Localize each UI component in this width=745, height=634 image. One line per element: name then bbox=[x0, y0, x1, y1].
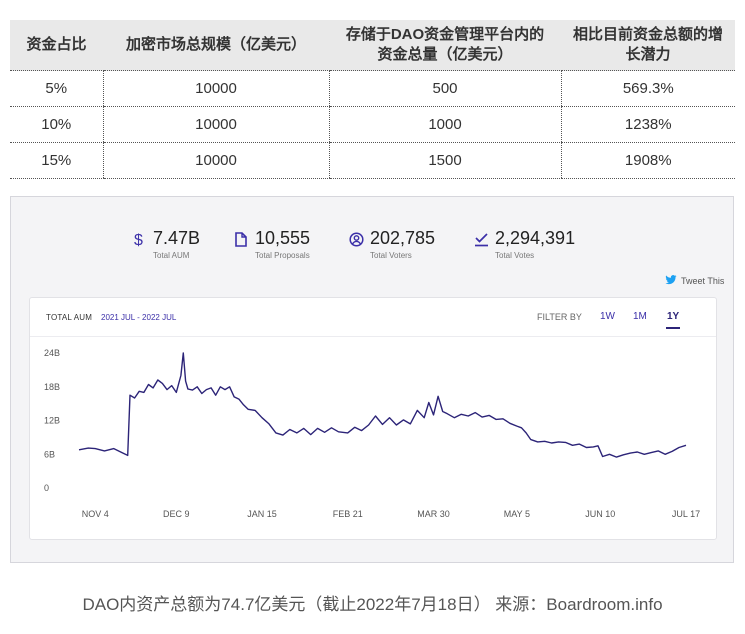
header-dao-treasury-total: 存储于DAO资金管理平台内的 资金总量（亿美元） bbox=[329, 20, 561, 71]
table-header-row: 资金占比 加密市场总规模（亿美元） 存储于DAO资金管理平台内的 资金总量（亿美… bbox=[10, 20, 735, 71]
cell-treasury: 1500 bbox=[328, 142, 561, 179]
dollar-icon: $ bbox=[131, 229, 147, 249]
cell-market: 10000 bbox=[102, 106, 329, 143]
table-row: 15% 10000 1500 1908% bbox=[10, 142, 735, 179]
period-1y-button[interactable]: 1Y bbox=[667, 311, 680, 322]
table-row: 10% 10000 1000 1238% bbox=[10, 106, 735, 143]
y-tick-label: 6B bbox=[44, 449, 55, 459]
header-dao-treasury-line1: 存储于DAO资金管理平台内的 bbox=[345, 26, 545, 43]
header-crypto-market-size: 加密市场总规模（亿美元） bbox=[103, 20, 329, 71]
tweet-this-label: Tweet This bbox=[681, 276, 725, 286]
cell-treasury: 1000 bbox=[328, 106, 561, 143]
stat-value: 202,785 bbox=[370, 228, 436, 248]
header-growth-potential: 相比目前资金总额的增长潜力 bbox=[561, 20, 735, 71]
stat-label: Total Voters bbox=[370, 251, 412, 260]
stat-label: Total Proposals bbox=[255, 251, 310, 260]
x-tick-label: JAN 15 bbox=[247, 509, 277, 519]
dao-potential-table: 资金占比 加密市场总规模（亿美元） 存储于DAO资金管理平台内的 资金总量（亿美… bbox=[10, 20, 735, 179]
x-tick-label: NOV 4 bbox=[82, 509, 109, 519]
active-period-underline bbox=[666, 327, 680, 329]
cell-treasury: 500 bbox=[328, 70, 561, 107]
x-tick-label: JUN 10 bbox=[585, 509, 615, 519]
voter-icon bbox=[348, 229, 364, 249]
y-tick-label: 0 bbox=[44, 483, 49, 493]
stat-label: Total AUM bbox=[153, 251, 190, 260]
y-tick-label: 24B bbox=[44, 348, 60, 358]
y-tick-label: 12B bbox=[44, 416, 60, 426]
filter-by-label: FILTER BY bbox=[537, 312, 582, 322]
chart-title: TOTAL AUM bbox=[46, 313, 93, 322]
stat-value: 2,294,391 bbox=[495, 228, 576, 248]
cell-growth: 1238% bbox=[560, 106, 735, 143]
aum-line-chart: 0 6B 12B 18B 24B NOV 4 DEC 9 JAN 15 FEB 21 MAR 30… bbox=[44, 348, 700, 519]
stat-value: 10,555 bbox=[255, 228, 311, 248]
check-vote-icon bbox=[473, 229, 489, 249]
y-tick-label: 18B bbox=[44, 382, 60, 392]
header-dao-treasury-line2: 资金总量（亿美元） bbox=[377, 46, 513, 63]
stat-label: Total Votes bbox=[495, 251, 535, 260]
x-tick-label: DEC 9 bbox=[163, 509, 190, 519]
aum-series-line bbox=[78, 352, 687, 458]
x-tick-label: MAY 5 bbox=[504, 509, 530, 519]
x-tick-label: MAR 30 bbox=[417, 509, 450, 519]
svg-text:$: $ bbox=[134, 232, 143, 248]
stat-value: 7.47B bbox=[153, 228, 201, 248]
table-row: 5% 10000 500 569.3% bbox=[10, 70, 735, 107]
cell-growth: 1908% bbox=[560, 142, 735, 179]
period-1w-button[interactable]: 1W bbox=[600, 311, 615, 322]
stat-total-votes: 2,294,391 Total Votes bbox=[473, 227, 576, 260]
stat-total-voters: 202,785 Total Voters bbox=[348, 227, 436, 260]
chart-date-range: 2021 JUL - 2022 JUL bbox=[101, 313, 177, 322]
boardroom-dashboard: $ 7.47B Total AUM 10,555 Total Proposals… bbox=[10, 196, 734, 563]
cell-market: 10000 bbox=[102, 142, 329, 179]
cell-share: 10% bbox=[10, 106, 103, 143]
cell-growth: 569.3% bbox=[560, 70, 735, 107]
cell-share: 15% bbox=[10, 142, 103, 179]
header-fund-share: 资金占比 bbox=[10, 20, 103, 71]
period-1m-button[interactable]: 1M bbox=[633, 311, 647, 322]
cell-market: 10000 bbox=[102, 70, 329, 107]
chart-card-header: TOTAL AUM 2021 JUL - 2022 JUL FILTER BY … bbox=[30, 298, 716, 337]
cell-share: 5% bbox=[10, 70, 103, 107]
stat-total-proposals: 10,555 Total Proposals bbox=[233, 227, 311, 260]
tweet-this-button[interactable]: Tweet This bbox=[665, 275, 724, 287]
aum-chart-card: TOTAL AUM 2021 JUL - 2022 JUL FILTER BY … bbox=[29, 297, 717, 540]
figure-caption: DAO内资产总额为74.7亿美元（截止2022年7月18日） 来源：Boardr… bbox=[82, 595, 663, 614]
x-tick-label: JUL 17 bbox=[672, 509, 700, 519]
twitter-icon bbox=[665, 275, 677, 287]
document-icon bbox=[233, 229, 249, 249]
stat-total-aum: $ 7.47B Total AUM bbox=[131, 227, 201, 260]
x-tick-label: FEB 21 bbox=[333, 509, 363, 519]
